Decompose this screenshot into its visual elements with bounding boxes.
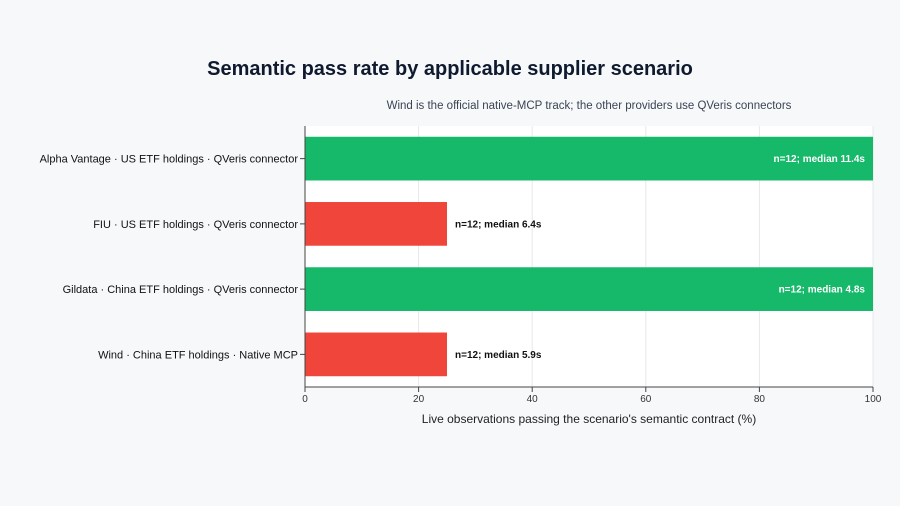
bar-data-label: n=12; median 4.8s	[779, 285, 866, 296]
bar-data-label: n=12; median 6.4s	[455, 219, 542, 230]
bar	[305, 202, 447, 246]
x-tick-labels: 0 20 40 60 80 100	[302, 126, 882, 405]
bar	[305, 267, 873, 311]
category-label: FIU · US ETF holdings · QVeris connector	[93, 219, 298, 231]
category-label: Gildata · China ETF holdings · QVeris co…	[63, 284, 299, 296]
bar	[305, 332, 447, 377]
category-label: Alpha Vantage · US ETF holdings · QVeris…	[40, 154, 299, 166]
chart-subtitle: Wind is the official native-MCP track; t…	[386, 100, 792, 112]
x-tick-label: 20	[413, 394, 425, 405]
x-tick-label: 40	[527, 394, 539, 405]
chart-title: Semantic pass rate by applicable supplie…	[207, 58, 693, 80]
bar-data-label: n=12; median 11.4s	[774, 154, 866, 165]
x-tick-label: 0	[302, 394, 308, 405]
x-tick-label: 100	[865, 394, 882, 405]
category-labels: Alpha Vantage · US ETF holdings · QVeris…	[40, 154, 305, 361]
x-tick-label: 60	[640, 394, 652, 405]
category-label: Wind · China ETF holdings · Native MCP	[98, 349, 298, 361]
bars-group: n=12; median 11.4s n=12; median 6.4s n=12;…	[305, 136, 873, 377]
x-axis-title: Live observations passing the scenario's…	[422, 412, 756, 426]
bar-data-label: n=12; median 5.9s	[455, 350, 542, 361]
x-tick-label: 80	[754, 394, 766, 405]
bar	[305, 136, 873, 181]
